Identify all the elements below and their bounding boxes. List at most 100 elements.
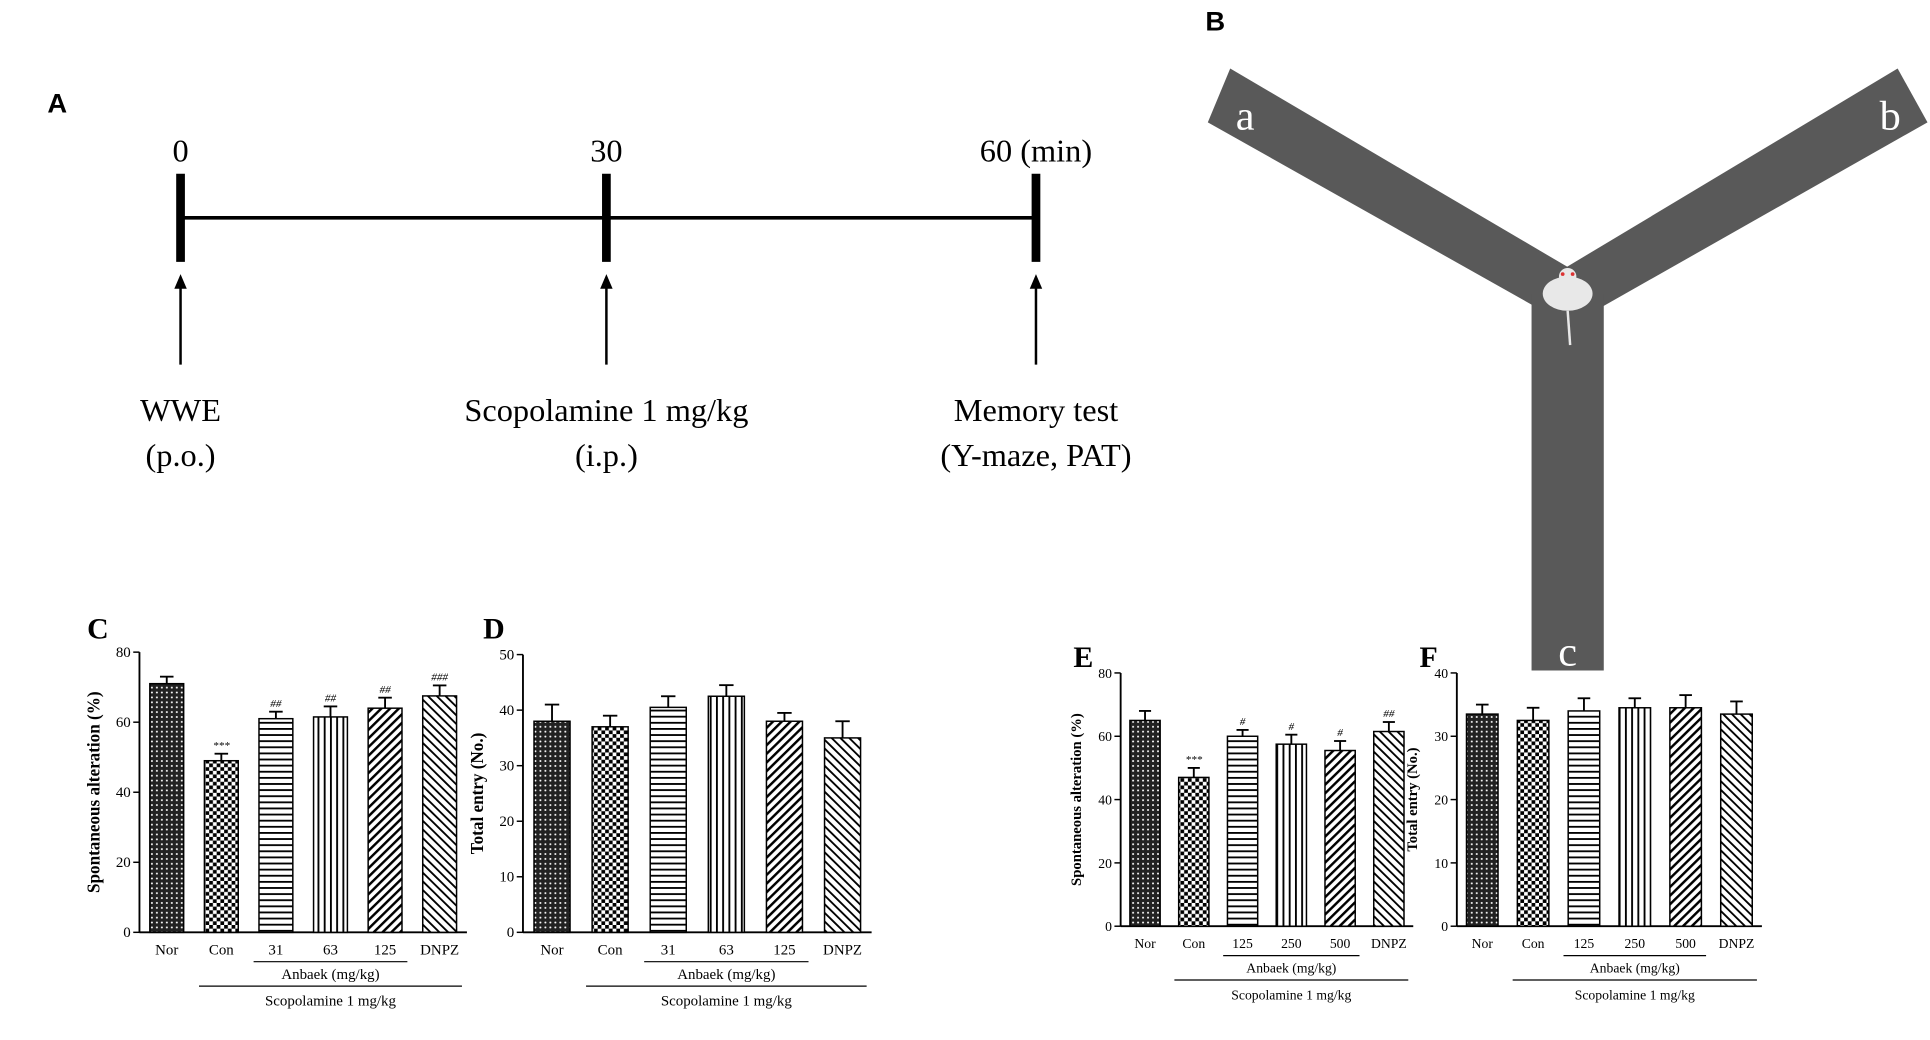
event-label: Memory test	[954, 392, 1119, 428]
bar	[1465, 713, 1499, 927]
x-tick-label: 31	[268, 942, 283, 958]
panel-label: D	[483, 614, 505, 646]
y-tick-label: 40	[499, 703, 514, 719]
y-tick-label: 40	[1098, 793, 1112, 808]
bar	[1177, 776, 1210, 927]
y-tick-label: 50	[499, 648, 514, 664]
timepoint-label: 0	[172, 133, 188, 169]
x-tick-label: 500	[1675, 936, 1696, 951]
y-axis-label: Total entry (No.)	[468, 733, 487, 855]
significance-label: ###	[431, 672, 448, 684]
timeline-parts: 0 30 60 (min) WWE (p.o.) Scopolamine 1 mg/kg (…	[140, 133, 1131, 473]
x-tick-label: 500	[1330, 936, 1351, 951]
bar	[1275, 743, 1308, 927]
x-tick-label: Nor	[155, 942, 178, 958]
panel-label: F	[1419, 642, 1437, 674]
bar-chart: D Total entry (No.) 0 10 20 30 40 50 Nor Con 31 63 1…	[468, 614, 872, 1010]
x-tick-label: Nor	[1134, 936, 1156, 951]
bar	[203, 759, 239, 934]
x-tick-label: 31	[661, 942, 676, 958]
arm-label: c	[1558, 630, 1577, 676]
bar	[707, 695, 746, 934]
bar	[1618, 707, 1652, 927]
arm-label: b	[1880, 94, 1901, 140]
bar	[765, 720, 804, 934]
y-tick-label: 80	[1098, 666, 1112, 681]
y-tick-label: 80	[116, 645, 131, 661]
bar	[533, 720, 571, 934]
y-tick-label: 10	[1434, 856, 1448, 871]
bar	[421, 695, 458, 934]
y-tick-label: 30	[499, 759, 514, 775]
group-label: Anbaek (mg/kg)	[1590, 961, 1680, 977]
panel-label: C	[87, 614, 109, 646]
x-tick-label: DNPZ	[1719, 936, 1755, 951]
maze-arm-a	[1207, 68, 1572, 325]
panel-label: A	[47, 88, 67, 119]
panel-b: B a b c	[1205, 6, 1928, 676]
x-tick-label: DNPZ	[420, 942, 459, 958]
x-tick-label: Con	[598, 942, 623, 958]
y-tick-label: 60	[116, 715, 131, 731]
group-label: Anbaek (mg/kg)	[1246, 961, 1336, 977]
arrow-head	[1029, 274, 1043, 289]
bar	[649, 706, 687, 934]
y-tick-label: 30	[1434, 729, 1448, 744]
event-label: (Y-maze, PAT)	[940, 437, 1131, 473]
mouse-eye	[1570, 272, 1575, 276]
panel-a: A 0 30 60 (min) WWE (p.o.) Scopolamine 1 mg/k…	[47, 88, 1131, 473]
panel-label: B	[1205, 6, 1225, 37]
x-tick-label: 250	[1281, 936, 1302, 951]
x-tick-label: 125	[773, 942, 795, 958]
treatment-label: Scopolamine 1 mg/kg	[265, 994, 397, 1010]
mouse-eye	[1560, 272, 1565, 276]
y-tick-label: 20	[499, 814, 514, 830]
x-tick-label: 125	[374, 942, 396, 958]
bar	[149, 682, 185, 934]
significance-label: ##	[379, 684, 391, 696]
significance-label: #	[1240, 716, 1246, 728]
y-axis-label: Spontaneous alteration (%)	[84, 691, 103, 893]
significance-label: ***	[1185, 754, 1202, 766]
x-tick-label: 63	[323, 942, 338, 958]
bar-chart: F Total entry (No.) 0 10 20 30 40 Nor Con 125 250 5…	[1405, 642, 1762, 1003]
significance-label: #	[1337, 727, 1343, 739]
bar	[312, 716, 349, 934]
y-tick-label: 0	[123, 925, 130, 941]
x-tick-label: 250	[1625, 936, 1646, 951]
event-label: WWE	[140, 392, 221, 428]
bar	[367, 707, 403, 934]
treatment-label: Scopolamine 1 mg/kg	[661, 994, 793, 1010]
charts: C Spontaneous alteration (%) 0 20 40 60 80 Nor C…	[84, 614, 1762, 1010]
bar	[823, 737, 862, 934]
arrow-head	[174, 274, 187, 289]
bar	[1373, 730, 1405, 927]
significance-label: ##	[1383, 708, 1395, 720]
x-tick-label: Nor	[540, 942, 563, 958]
x-tick-label: Con	[1182, 936, 1205, 951]
bar-chart: E Spontaneous alteration (%) 0 20 40 60 80 Nor C…	[1069, 642, 1414, 1003]
x-tick-label: DNPZ	[823, 942, 862, 958]
maze-arm-c	[1531, 293, 1604, 671]
arm-label: a	[1236, 94, 1255, 140]
x-tick-label: DNPZ	[1371, 936, 1407, 951]
x-tick-label: Con	[209, 942, 234, 958]
y-tick-label: 20	[1098, 856, 1112, 871]
y-axis-label: Total entry (No.)	[1405, 747, 1421, 851]
event-label: (p.o.)	[146, 437, 216, 473]
y-tick-label: 0	[1441, 919, 1448, 934]
y-tick-label: 0	[1105, 919, 1112, 934]
timepoint-label: 60 (min)	[980, 133, 1092, 169]
panel-label: E	[1073, 642, 1093, 674]
treatment-label: Scopolamine 1 mg/kg	[1575, 988, 1695, 1003]
x-tick-label: 63	[719, 942, 734, 958]
maze-arm-b	[1558, 68, 1928, 325]
x-tick-label: Nor	[1472, 936, 1494, 951]
bar-chart: C Spontaneous alteration (%) 0 20 40 60 80 Nor C…	[84, 614, 467, 1010]
bar	[1226, 735, 1259, 927]
significance-label: #	[1289, 721, 1295, 733]
x-tick-label: 125	[1232, 936, 1253, 951]
bar	[1516, 719, 1550, 927]
y-tick-label: 0	[507, 925, 514, 941]
